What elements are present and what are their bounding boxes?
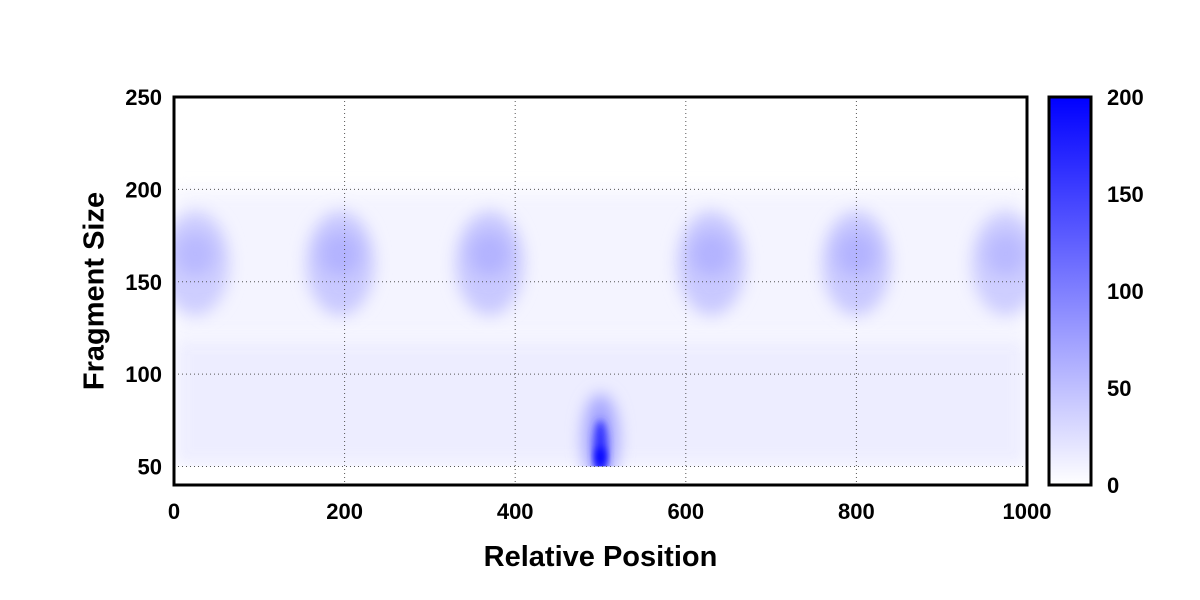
heatmap-cell [175, 232, 216, 277]
y-tick-label: 50 [138, 455, 162, 480]
heatmap-cell [985, 232, 1026, 277]
x-tick-label: 0 [168, 499, 180, 524]
heatmap-cell [469, 232, 510, 277]
plot-frame [172, 95, 1029, 487]
heatmap-cell [320, 232, 361, 277]
x-tick-label: 600 [667, 499, 704, 524]
y-axis-label: Fragment Size [79, 192, 111, 390]
colorbar-tick-label: 0 [1107, 473, 1119, 498]
x-tick-label: 400 [497, 499, 534, 524]
heatmap-cell [595, 447, 606, 467]
y-tick-label: 150 [125, 270, 162, 295]
x-tick-labels: 0 200 400 600 800 1000 [168, 499, 1052, 524]
x-tick-label: 200 [326, 499, 363, 524]
colorbar [1047, 95, 1093, 487]
colorbar-tick-labels: 0 50 100 150 200 [1107, 85, 1144, 498]
heatmap-cell [691, 232, 732, 277]
heatmap-mid-band [174, 189, 1027, 338]
colorbar-tick-label: 200 [1107, 85, 1144, 110]
heatmap-cell [836, 232, 877, 277]
colorbar-tick-label: 150 [1107, 182, 1144, 207]
x-tick-label: 800 [838, 499, 875, 524]
y-tick-label: 100 [125, 362, 162, 387]
x-axis-label: Relative Position [484, 541, 718, 573]
y-tick-label: 250 [125, 85, 162, 110]
heatmap-layer [174, 189, 1027, 467]
y-tick-labels: 50 100 150 200 250 [125, 85, 162, 480]
x-tick-label: 1000 [1003, 499, 1052, 524]
colorbar-gradient [1047, 95, 1093, 487]
plot-border [172, 95, 1029, 487]
colorbar-tick-label: 100 [1107, 279, 1144, 304]
grid-lines [174, 97, 1027, 485]
y-tick-label: 200 [125, 177, 162, 202]
colorbar-tick-label: 50 [1107, 376, 1131, 401]
